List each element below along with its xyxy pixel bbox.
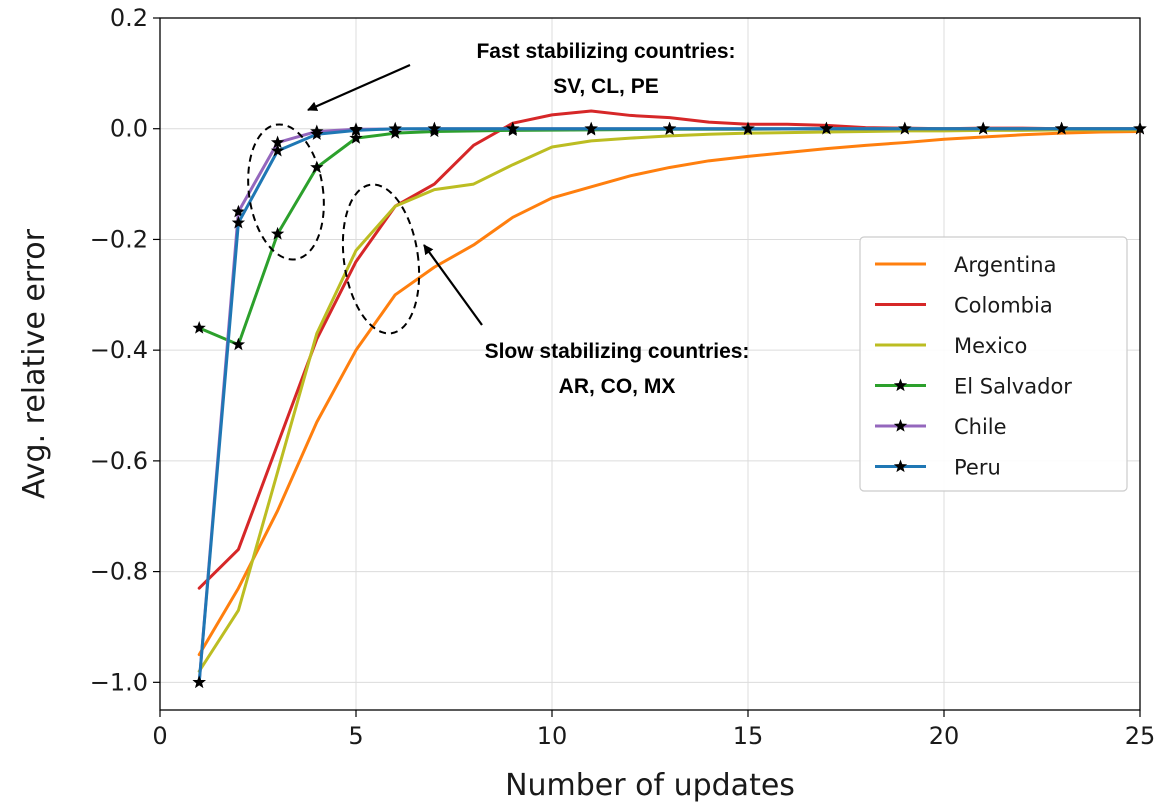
series-marker-peru [819,121,834,135]
series-marker-el-salvador [192,321,206,334]
series-marker-chile [270,135,285,149]
series-marker-el-salvador [388,126,402,139]
slow-stabilizing-label-line1: Slow stabilizing countries: [485,340,750,363]
legend-label-peru: Peru [954,456,1001,480]
x-tick-label: 10 [537,722,568,750]
slow-stabilizing-highlight-ellipse [341,183,421,335]
series-marker-peru [349,123,363,137]
series-marker-peru [506,121,520,135]
series-marker-peru [662,121,677,135]
series-marker-peru [310,127,324,140]
legend: Argentina Colombia Mexico El Salvador Chile P… [859,236,1128,492]
plot-area-frame [159,17,1141,711]
series-marker-el-salvador [231,337,246,351]
legend-marker-chile [893,419,908,432]
series-marker-peru [976,121,990,135]
series-marker-peru [741,121,755,135]
legend-marker-peru [893,459,908,473]
x-tick-label: 20 [929,722,960,750]
series-marker-peru [584,121,598,135]
axis-ticks: 0 5 10 15 20 25 0.2 0.0 −0.2 −0.4 −0.6 −0.8 −1.0 [90,4,1156,750]
series-marker-peru [427,121,442,135]
y-tick-label: −0.4 [90,336,148,364]
legend-label-chile: Chile [954,415,1007,439]
legend-label-colombia: Colombia [954,294,1053,318]
y-tick-label: 0.2 [110,4,148,32]
series-marker-peru [898,121,912,135]
y-tick-label: −0.6 [90,447,148,475]
slow-stabilizing-arrow [423,244,483,326]
x-axis-title: Number of updates [505,768,795,803]
y-axis-title: Avg. relative error [17,228,52,499]
x-tick-label: 5 [348,722,363,750]
series-line-argentina [197,129,1142,657]
fast-stabilizing-arrow [307,63,411,112]
plot-series [192,109,1147,688]
y-tick-label: 0.0 [110,115,148,143]
legend-label-el-salvador: El Salvador [954,375,1072,399]
annotation-slow-stabilizing: Slow stabilizing countries: AR, CO, MX [341,183,750,398]
series-marker-peru [388,121,402,135]
series-marker-peru [1054,121,1069,135]
annotation-fast-stabilizing: Fast stabilizing countries: SV, CL, PE [247,40,736,261]
series-marker-el-salvador [270,226,285,240]
series-line-peru [197,127,1142,684]
slow-stabilizing-label-line2: AR, CO, MX [559,375,676,398]
series-marker-el-salvador [349,131,363,144]
legend-marker-el-salvador [893,378,908,392]
y-tick-label: −0.8 [90,558,148,586]
x-tick-label: 15 [733,722,764,750]
series-marker-chile [231,204,246,218]
y-tick-label: −1.0 [90,668,148,696]
series-marker-peru [231,215,246,229]
series-marker-peru [192,675,206,688]
x-tick-label: 25 [1125,722,1156,750]
series-marker-el-salvador [310,160,324,174]
legend-label-argentina: Argentina [954,253,1056,277]
x-tick-label: 0 [152,722,167,750]
legend-box [859,236,1128,492]
y-tick-label: −0.2 [90,225,148,253]
fast-stabilizing-label-line2: SV, CL, PE [553,75,658,98]
legend-label-mexico: Mexico [954,334,1027,358]
fast-stabilizing-highlight-ellipse [247,123,325,261]
fast-stabilizing-label-line1: Fast stabilizing countries: [476,40,735,63]
series-marker-peru [270,143,285,157]
